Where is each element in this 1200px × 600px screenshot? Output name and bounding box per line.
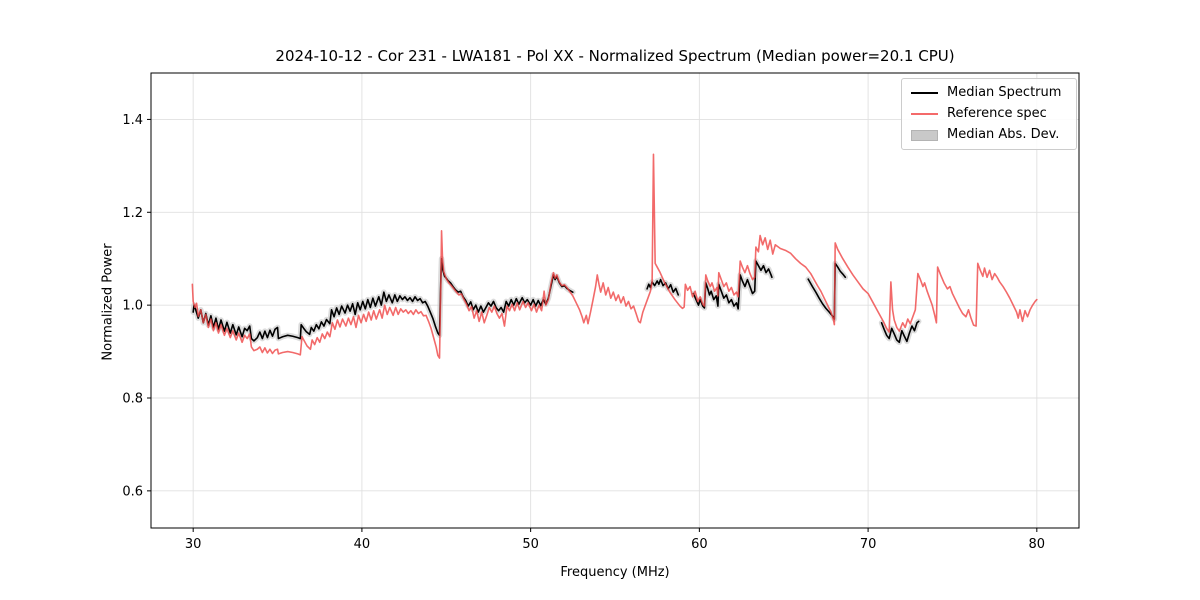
x-axis-label: Frequency (MHz) <box>560 565 670 580</box>
reference-spec-line <box>191 153 1038 359</box>
median-spectrum-line <box>192 257 920 344</box>
legend-item-median-spectrum: Median Spectrum <box>911 86 1067 100</box>
reference-spec-line-swatch <box>911 113 938 115</box>
legend-item-reference-spec: Reference spec <box>911 107 1067 121</box>
x-tick-label: 70 <box>860 537 877 552</box>
legend-label-median-spectrum: Median Spectrum <box>947 85 1062 100</box>
y-tick-label: 1.4 <box>122 113 143 128</box>
chart-title: 2024-10-12 - Cor 231 - LWA181 - Pol XX -… <box>275 47 955 65</box>
y-tick-label: 0.8 <box>122 392 143 407</box>
y-axis-label: Normalized Power <box>100 243 116 361</box>
y-tick-label: 0.6 <box>122 484 143 499</box>
legend-label-median-abs-dev: Median Abs. Dev. <box>947 127 1060 142</box>
median-spectrum-line-swatch <box>911 92 938 94</box>
axes-frame <box>150 72 1080 529</box>
y-tick-label: 1.0 <box>122 299 143 314</box>
x-tick-label: 50 <box>522 537 539 552</box>
y-tick-label: 1.2 <box>122 206 143 221</box>
legend: Median Spectrum Reference spec Median Ab… <box>901 78 1077 150</box>
x-tick-label: 60 <box>691 537 708 552</box>
legend-item-median-abs-dev: Median Abs. Dev. <box>911 128 1067 142</box>
x-tick-label: 40 <box>354 537 371 552</box>
legend-label-reference-spec: Reference spec <box>947 106 1047 121</box>
x-tick-label: 80 <box>1029 537 1046 552</box>
x-tick-label: 30 <box>185 537 202 552</box>
mad-band-swatch <box>911 129 938 141</box>
